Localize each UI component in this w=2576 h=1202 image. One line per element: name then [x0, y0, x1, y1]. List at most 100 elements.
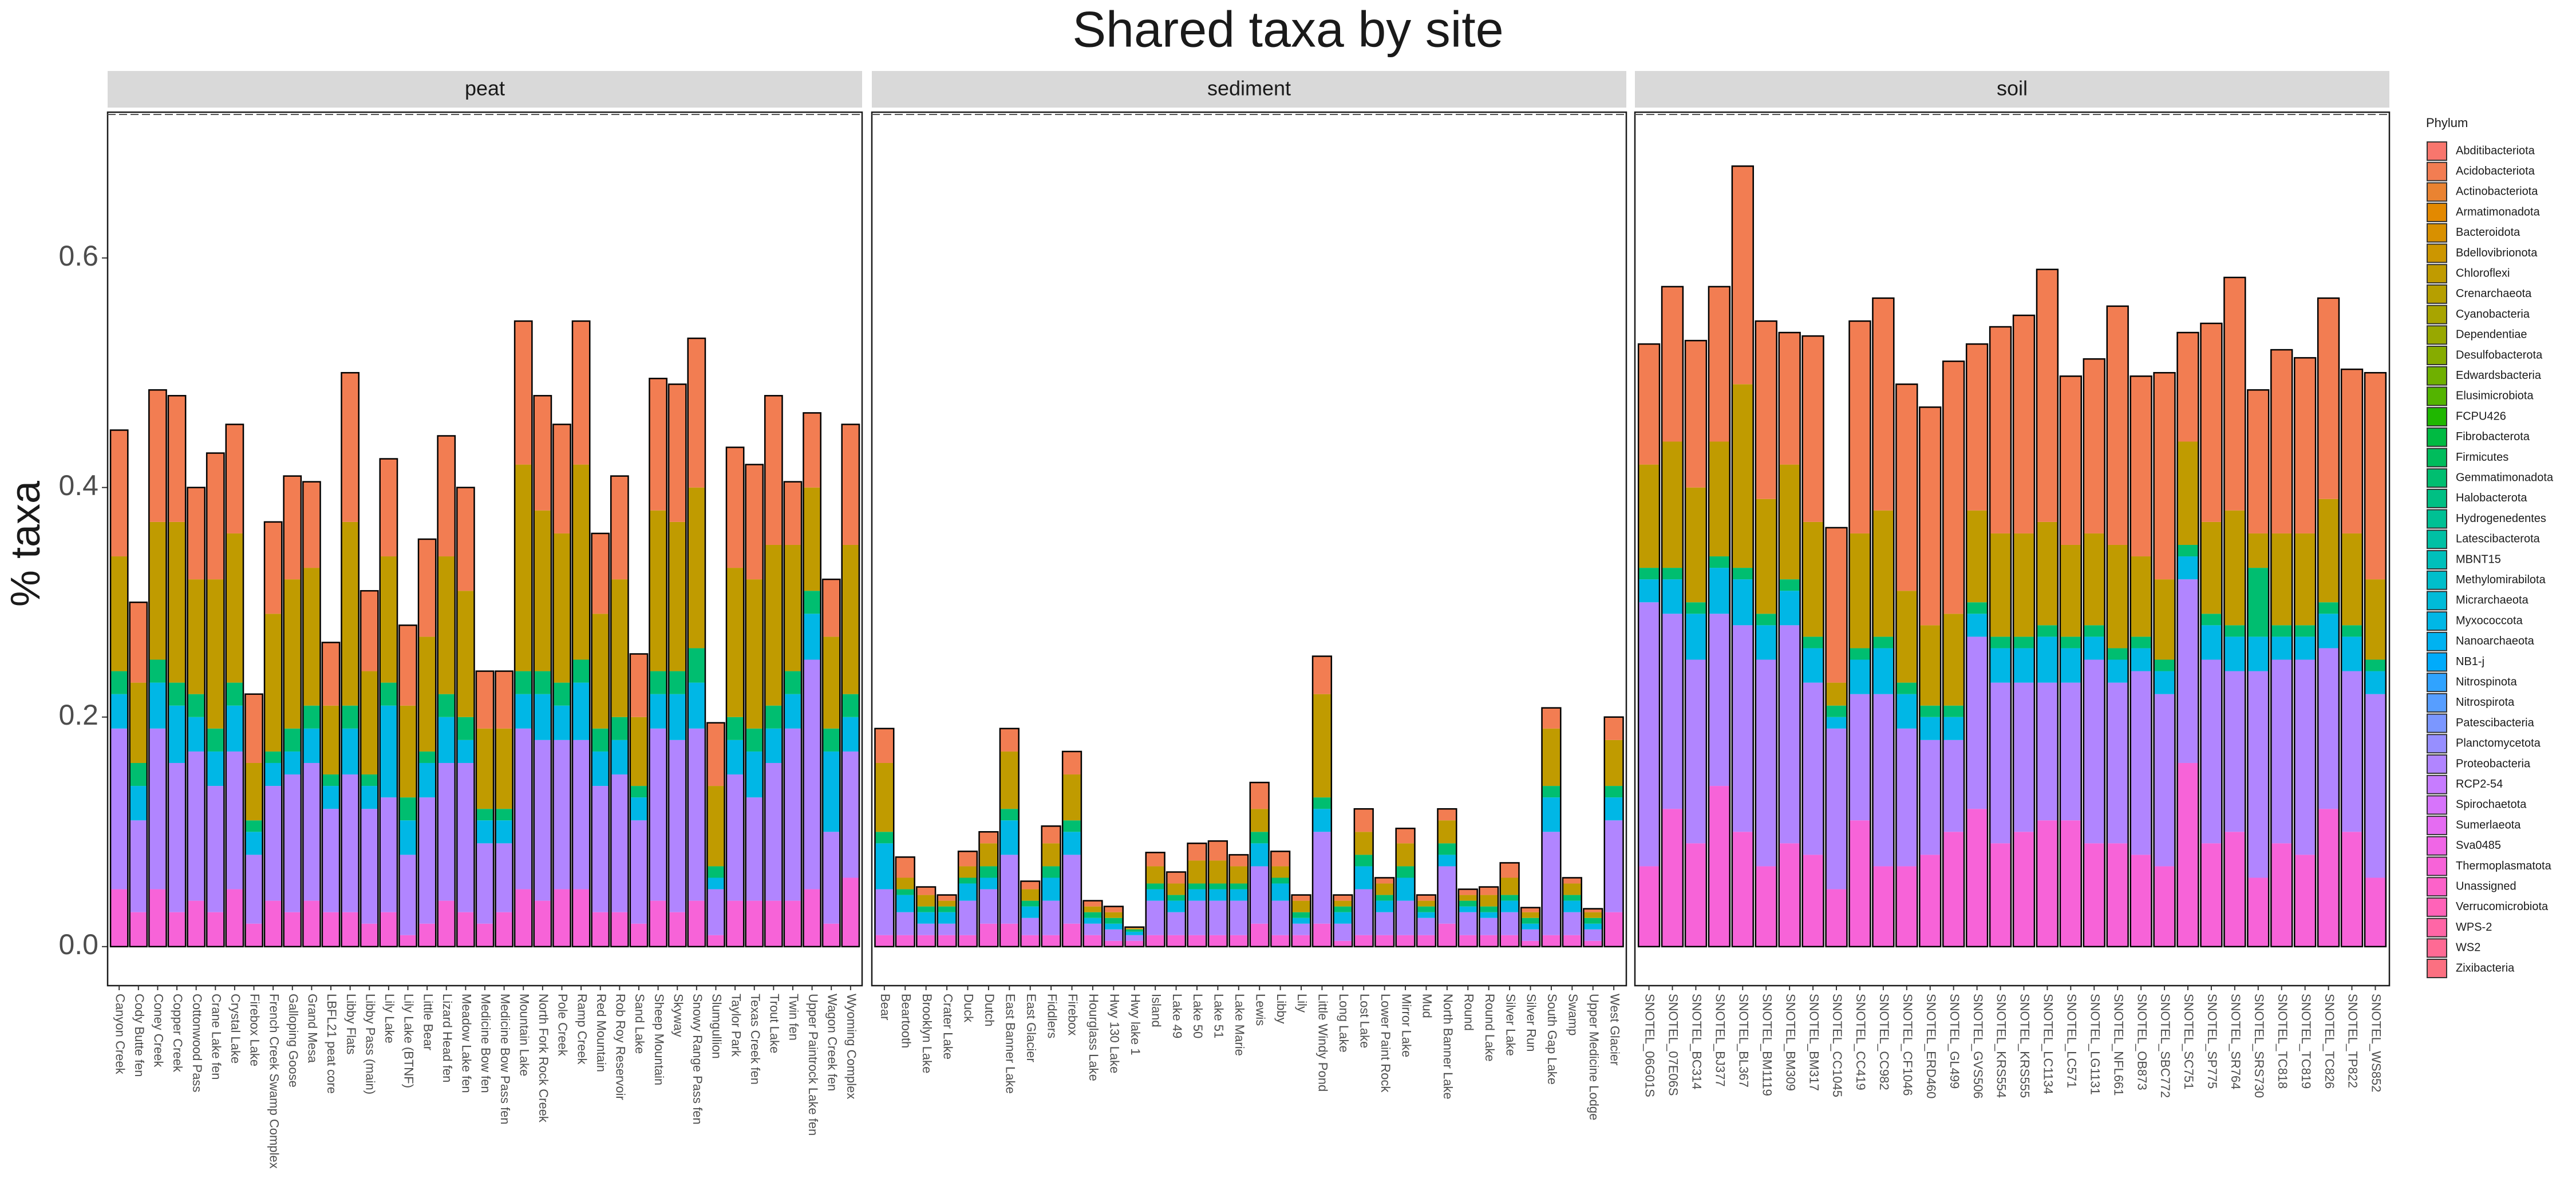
bar-segment — [1755, 659, 1777, 867]
bar-segment — [1708, 568, 1730, 614]
legend-swatch — [2427, 141, 2447, 161]
x-tick-label: Galloping Goose — [286, 994, 301, 1088]
bar-segment — [572, 321, 590, 465]
bar-segment — [895, 895, 915, 912]
bar-segment — [591, 912, 609, 947]
bar-segment — [207, 579, 224, 729]
bar-segment — [611, 476, 629, 580]
bar-segment — [1500, 863, 1519, 878]
legend-label: NB1-j — [2456, 655, 2484, 668]
bar-segment — [1271, 851, 1290, 867]
bar-outline — [1082, 900, 1103, 948]
bar-segment — [823, 751, 840, 832]
bar-segment — [1685, 659, 1706, 844]
legend-swatch — [2427, 918, 2447, 938]
bar-segment — [553, 705, 571, 740]
bar-segment — [2294, 636, 2316, 660]
x-tick-label: Lily — [1295, 994, 1309, 1013]
bar-segment — [2365, 659, 2386, 671]
x-tick-label: North Fork Rock Creek — [536, 994, 551, 1123]
bar-segment — [322, 912, 340, 947]
bar-segment — [1662, 809, 1683, 947]
bar-segment — [630, 797, 648, 821]
bar-segment — [2294, 625, 2316, 637]
bar-segment — [418, 539, 436, 637]
bar-outline — [533, 395, 552, 948]
bar-outline — [783, 481, 803, 948]
bar-segment — [515, 728, 532, 889]
bar-segment — [2200, 323, 2222, 522]
bar-segment — [437, 900, 455, 947]
legend-swatch — [2427, 877, 2447, 897]
x-tick-label: Cody Butte fen — [132, 994, 147, 1077]
bar-segment — [707, 866, 725, 878]
bar-segment — [1041, 866, 1061, 878]
bar-segment — [1638, 866, 1660, 947]
legend-swatch — [2427, 305, 2447, 325]
bar-segment — [1708, 786, 1730, 947]
bar-segment — [1542, 786, 1561, 798]
bar-outline — [1848, 320, 1871, 948]
bar-segment — [1919, 855, 1941, 947]
bar-segment — [1500, 877, 1519, 895]
bar-segment — [1458, 889, 1477, 895]
x-tick-label: SNOTEL_BM317 — [1807, 994, 1821, 1091]
bar-segment — [1638, 579, 1660, 603]
bar-segment — [2247, 877, 2269, 947]
bar-segment — [1062, 820, 1081, 832]
bar-segment — [457, 912, 475, 947]
bar-segment — [1333, 906, 1353, 912]
bar-outline — [874, 727, 895, 948]
bar-segment — [958, 877, 977, 884]
bar-segment — [591, 533, 609, 614]
bar-segment — [1333, 940, 1353, 947]
bar-segment — [895, 935, 915, 947]
x-tick-label: Little Windy Pond — [1316, 994, 1330, 1092]
bar-segment — [1685, 843, 1706, 947]
bar-segment — [129, 912, 147, 947]
bar-segment — [958, 851, 977, 867]
bar-segment — [669, 521, 686, 671]
bar-outline — [1437, 808, 1457, 948]
bar-segment — [2318, 648, 2339, 809]
bar-outline — [916, 886, 937, 948]
bar-outline — [978, 831, 999, 948]
bar-segment — [2130, 648, 2152, 671]
bar-outline — [629, 653, 649, 948]
bar-segment — [630, 923, 648, 947]
bar-outline — [2176, 331, 2199, 948]
bar-segment — [149, 728, 167, 889]
bar-segment — [1041, 843, 1061, 867]
bar-segment — [1229, 883, 1249, 889]
bar-segment — [1250, 782, 1269, 809]
bar-segment — [1354, 935, 1373, 947]
bar-segment — [1313, 797, 1332, 809]
bar-segment — [1041, 935, 1061, 947]
bar-segment — [187, 694, 205, 717]
x-tick-label: Slumgullion — [710, 994, 724, 1059]
bar-segment — [1458, 935, 1477, 947]
bar-segment — [1417, 906, 1436, 912]
bar-segment — [515, 464, 532, 671]
bar-segment — [1396, 900, 1415, 935]
bar-segment — [1229, 935, 1249, 947]
bar-segment — [2107, 306, 2128, 545]
legend-swatch — [2427, 652, 2447, 672]
bar-segment — [283, 476, 301, 580]
bar-segment — [2341, 369, 2362, 533]
x-tick-label: Hwy lake 1 — [1128, 994, 1143, 1055]
bar-segment — [895, 857, 915, 878]
bar-segment — [399, 855, 417, 935]
bar-outline — [225, 424, 244, 948]
bar-segment — [1662, 614, 1683, 809]
bar-segment — [553, 889, 571, 947]
bar-segment — [1604, 797, 1623, 821]
bar-segment — [1685, 602, 1706, 614]
bar-segment — [1083, 912, 1103, 918]
bar-segment — [1167, 935, 1186, 947]
bar-segment — [2060, 682, 2081, 821]
x-tick-label: Brooklyn Lake — [920, 994, 934, 1073]
bar-segment — [1291, 935, 1311, 947]
x-tick-label: Lost Lake — [1357, 994, 1372, 1048]
bar-segment — [688, 338, 705, 488]
